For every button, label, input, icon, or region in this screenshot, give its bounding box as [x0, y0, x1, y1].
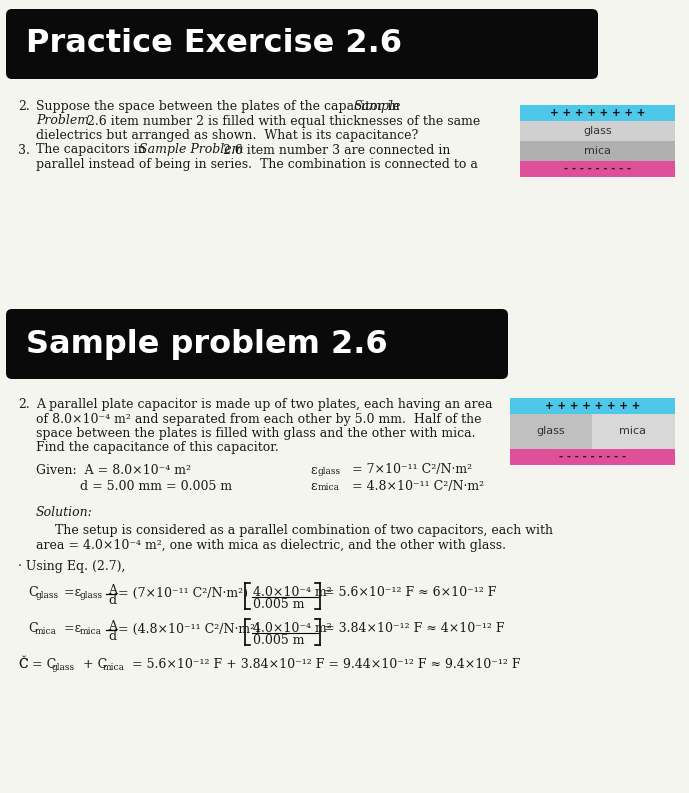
Text: dielectrics but arranged as shown.  What is its capacitance?: dielectrics but arranged as shown. What … [36, 129, 418, 142]
Text: - - - - - - - - -: - - - - - - - - - [564, 164, 631, 174]
Text: 2.: 2. [18, 398, 30, 411]
Text: 0.005 m: 0.005 m [253, 634, 305, 646]
Text: Č: Č [18, 658, 28, 672]
Text: ε: ε [310, 480, 316, 493]
Text: 2.: 2. [18, 100, 30, 113]
Text: = (4.8×10⁻¹¹ C²/N·m²): = (4.8×10⁻¹¹ C²/N·m²) [118, 623, 260, 635]
Text: mica: mica [318, 483, 340, 492]
Text: of 8.0×10⁻⁴ m² and separated from each other by 5.0 mm.  Half of the: of 8.0×10⁻⁴ m² and separated from each o… [36, 412, 482, 426]
Text: parallel instead of being in series.  The combination is connected to a: parallel instead of being in series. The… [36, 158, 478, 171]
FancyBboxPatch shape [6, 9, 598, 79]
Bar [510, 414, 592, 449]
Bar [520, 141, 675, 161]
Text: mica: mica [35, 626, 57, 635]
Bar [592, 414, 675, 449]
Text: d: d [108, 630, 116, 643]
Text: The setup is considered as a parallel combination of two capacitors, each with: The setup is considered as a parallel co… [55, 524, 553, 537]
Text: area = 4.0×10⁻⁴ m², one with mica as dielectric, and the other with glass.: area = 4.0×10⁻⁴ m², one with mica as die… [36, 538, 506, 551]
Text: = C: = C [28, 658, 56, 672]
Text: 2.6 item number 3 are connected in: 2.6 item number 3 are connected in [219, 144, 451, 156]
Text: The capacitors in: The capacitors in [36, 144, 150, 156]
Text: d = 5.00 mm = 0.005 m: d = 5.00 mm = 0.005 m [36, 480, 232, 493]
Bar [510, 398, 675, 414]
Text: C: C [28, 587, 38, 600]
Bar [520, 161, 675, 177]
Text: A: A [108, 620, 117, 634]
Text: glass: glass [583, 126, 612, 136]
Text: Practice Exercise 2.6: Practice Exercise 2.6 [26, 29, 402, 59]
Text: A parallel plate capacitor is made up of two plates, each having an area: A parallel plate capacitor is made up of… [36, 398, 493, 411]
Text: = 5.6×10⁻¹² F ≈ 6×10⁻¹² F: = 5.6×10⁻¹² F ≈ 6×10⁻¹² F [324, 587, 496, 600]
Text: =ε: =ε [60, 587, 81, 600]
FancyBboxPatch shape [6, 309, 508, 379]
Text: 0.005 m: 0.005 m [253, 597, 305, 611]
Text: 4.0×10⁻⁴ m²: 4.0×10⁻⁴ m² [253, 585, 331, 599]
Text: Given:  A = 8.0×10⁻⁴ m²: Given: A = 8.0×10⁻⁴ m² [36, 463, 191, 477]
Text: C: C [28, 623, 38, 635]
Text: 4.0×10⁻⁴ m²: 4.0×10⁻⁴ m² [253, 622, 331, 634]
Text: space between the plates is filled with glass and the other with mica.: space between the plates is filled with … [36, 427, 475, 440]
Text: Sample Problem: Sample Problem [139, 144, 243, 156]
Text: mica: mica [103, 662, 125, 672]
Text: + C: + C [79, 658, 107, 672]
Text: Problem: Problem [36, 114, 89, 128]
Text: = 3.84×10⁻¹² F ≈ 4×10⁻¹² F: = 3.84×10⁻¹² F ≈ 4×10⁻¹² F [324, 623, 504, 635]
Text: glass: glass [52, 662, 75, 672]
Text: A: A [108, 584, 117, 597]
Text: glass: glass [35, 591, 58, 600]
Bar [510, 449, 675, 465]
Text: Sample: Sample [354, 100, 402, 113]
Text: = 5.6×10⁻¹² F + 3.84×10⁻¹² F = 9.44×10⁻¹² F ≈ 9.4×10⁻¹² F: = 5.6×10⁻¹² F + 3.84×10⁻¹² F = 9.44×10⁻¹… [128, 658, 520, 672]
Text: C: C [18, 658, 28, 672]
Text: 2.6 item number 2 is filled with equal thicknesses of the same: 2.6 item number 2 is filled with equal t… [83, 114, 480, 128]
Text: Find the capacitance of this capacitor.: Find the capacitance of this capacitor. [36, 442, 279, 454]
Text: mica: mica [619, 427, 646, 436]
Text: Solution:: Solution: [36, 507, 93, 519]
Text: = (7×10⁻¹¹ C²/N·m²): = (7×10⁻¹¹ C²/N·m²) [118, 587, 248, 600]
Text: Suppose the space between the plates of the capacitor in: Suppose the space between the plates of … [36, 100, 404, 113]
Text: ε: ε [310, 463, 316, 477]
Text: - - - - - - - - -: - - - - - - - - - [559, 452, 626, 462]
Text: Sample problem 2.6: Sample problem 2.6 [26, 328, 388, 359]
Text: + + + + + + + +: + + + + + + + + [550, 108, 645, 118]
Text: glass: glass [537, 427, 565, 436]
Text: mica: mica [80, 626, 102, 635]
Text: · Using Eq. (2.7),: · Using Eq. (2.7), [18, 560, 125, 573]
Text: d: d [108, 595, 116, 607]
Text: + + + + + + + +: + + + + + + + + [545, 401, 640, 411]
Text: = 7×10⁻¹¹ C²/N·m²: = 7×10⁻¹¹ C²/N·m² [348, 463, 472, 477]
Text: glass: glass [318, 466, 341, 476]
Bar [520, 121, 675, 141]
Text: =ε: =ε [60, 623, 81, 635]
Text: 3.: 3. [18, 144, 30, 156]
Text: = 4.8×10⁻¹¹ C²/N·m²: = 4.8×10⁻¹¹ C²/N·m² [348, 480, 484, 493]
Text: mica: mica [584, 146, 611, 156]
Bar [520, 105, 675, 121]
Text: glass: glass [80, 591, 103, 600]
